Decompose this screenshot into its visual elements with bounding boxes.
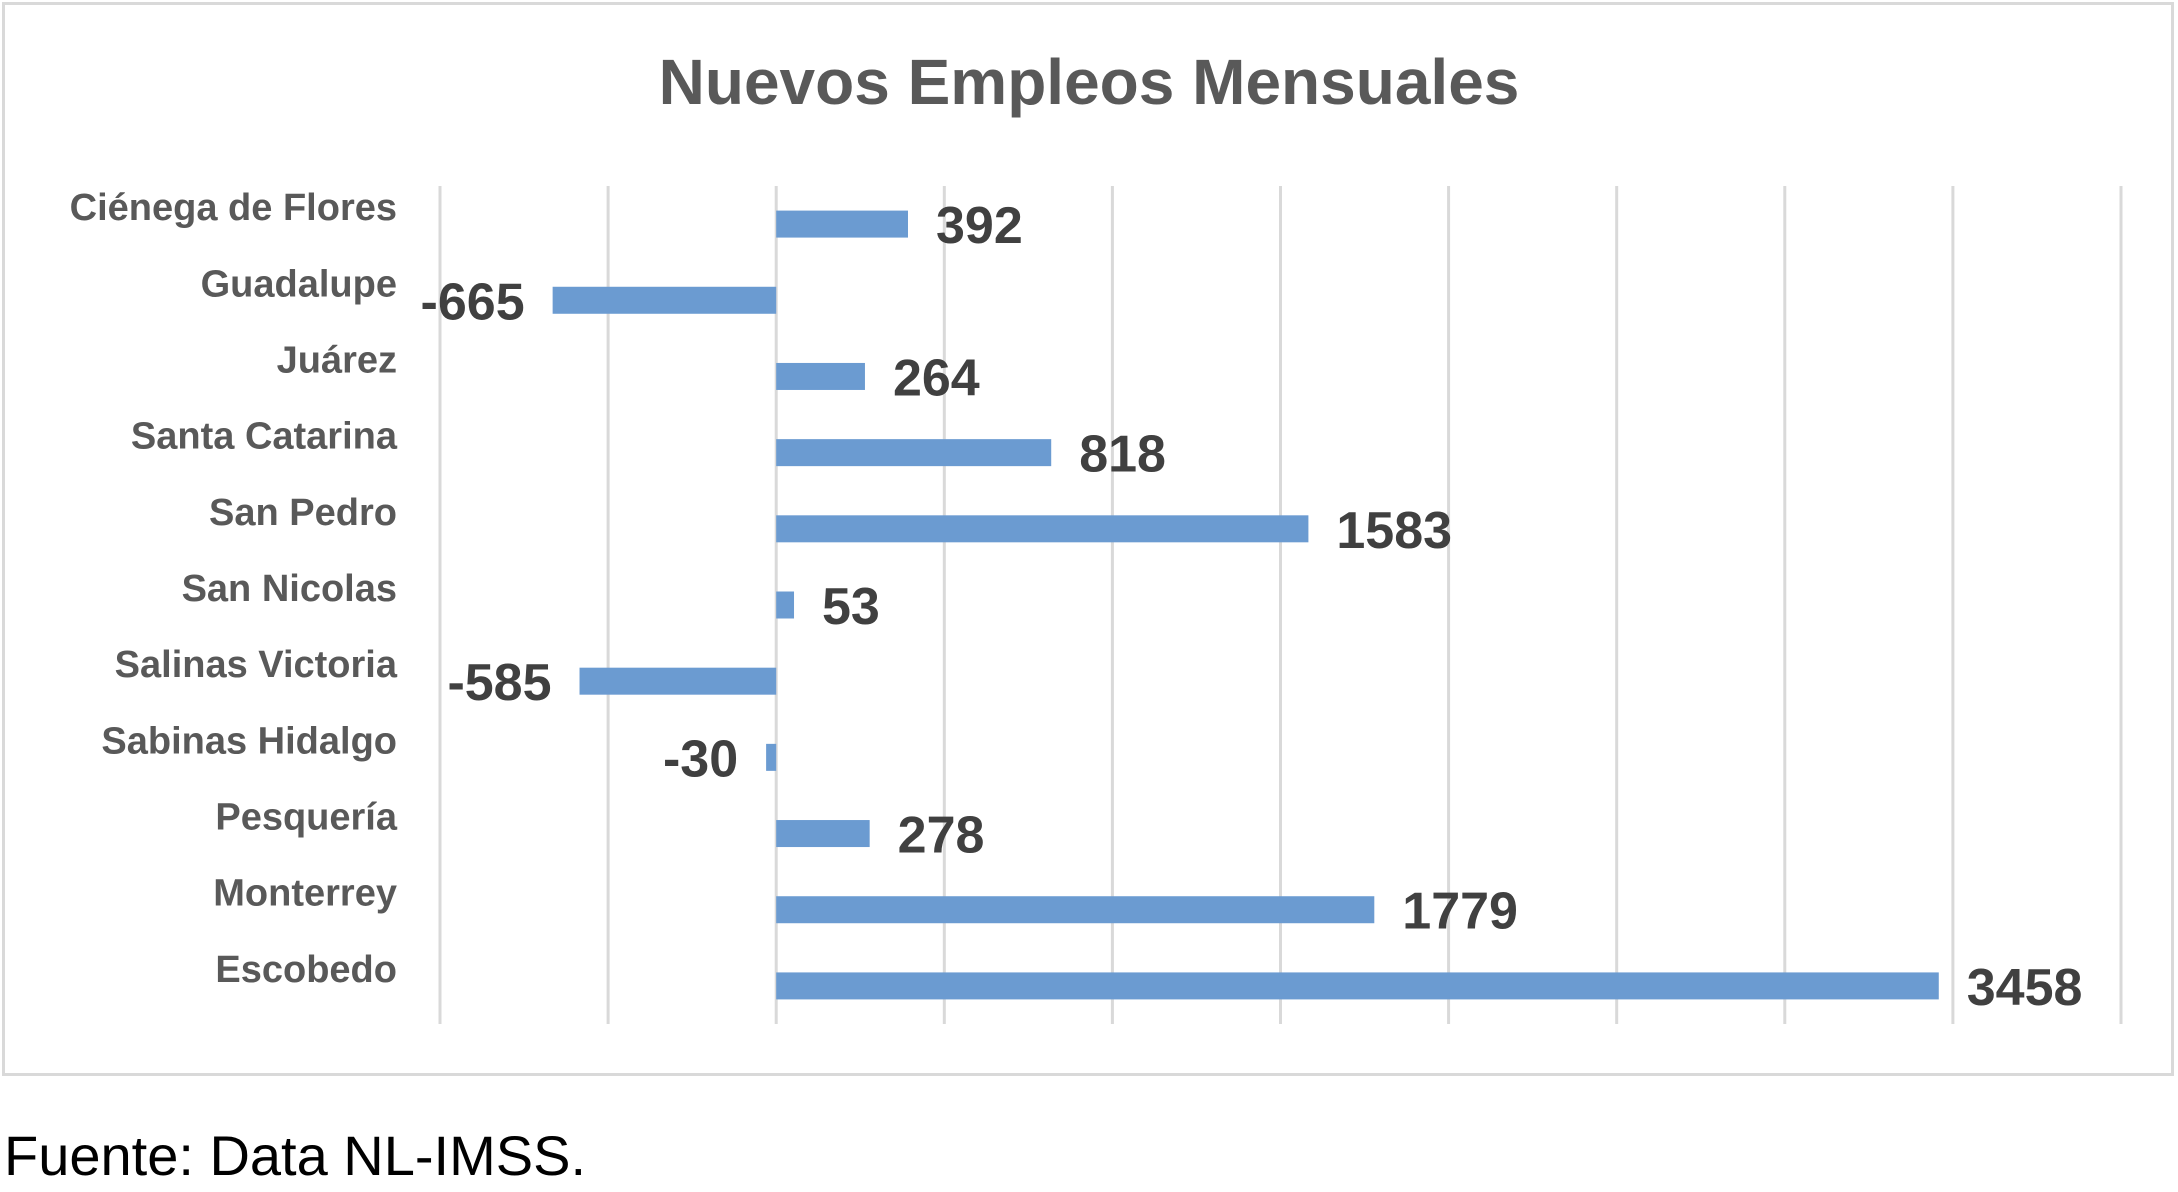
source-note: Fuente: Data NL-IMSS. [4, 1124, 587, 1187]
bar [776, 591, 795, 619]
bar [552, 286, 777, 314]
category-labels: Ciénega de Flores Guadalupe Juárez Santa Ca… [70, 187, 398, 991]
bar [776, 515, 1309, 543]
data-labels: 392 -665 264 818 1583 53 -585 -30 278 1779 3458 [421, 197, 2083, 1017]
data-label: 264 [893, 349, 980, 407]
category-label: San Nicolas [182, 568, 397, 610]
category-label: Sabinas Hidalgo [101, 720, 397, 762]
bar [579, 667, 777, 695]
data-label: 278 [898, 807, 985, 865]
chart-title: Nuevos Empleos Mensuales [658, 46, 1520, 118]
category-label: Pesquería [215, 797, 398, 839]
category-label: Escobedo [215, 949, 397, 991]
category-label: San Pedro [209, 492, 397, 534]
bar [776, 210, 908, 238]
data-label: 3458 [1967, 959, 2083, 1017]
category-label: Ciénega de Flores [70, 187, 397, 229]
data-label: 1779 [1402, 883, 1518, 941]
data-label: 1583 [1336, 502, 1452, 560]
data-label: -30 [663, 730, 738, 788]
bar [776, 439, 1052, 467]
category-label: Guadalupe [201, 263, 397, 305]
gridlines [438, 186, 2123, 1024]
data-label: 818 [1079, 426, 1166, 484]
chart-plot: Ciénega de Flores Guadalupe Juárez Santa Ca… [70, 186, 2123, 1024]
category-label: Salinas Victoria [115, 644, 398, 686]
bar [766, 743, 777, 771]
bars [552, 210, 1939, 1000]
data-label: -665 [421, 273, 525, 331]
category-label: Santa Catarina [131, 416, 398, 458]
data-label: 53 [822, 578, 880, 636]
category-label: Monterrey [213, 873, 397, 915]
bar [776, 896, 1375, 924]
bar [776, 362, 865, 390]
data-label: 392 [936, 197, 1023, 255]
category-label: Juárez [277, 339, 397, 381]
bar [776, 972, 1939, 1000]
data-label: -585 [447, 654, 551, 712]
bar [776, 820, 870, 848]
